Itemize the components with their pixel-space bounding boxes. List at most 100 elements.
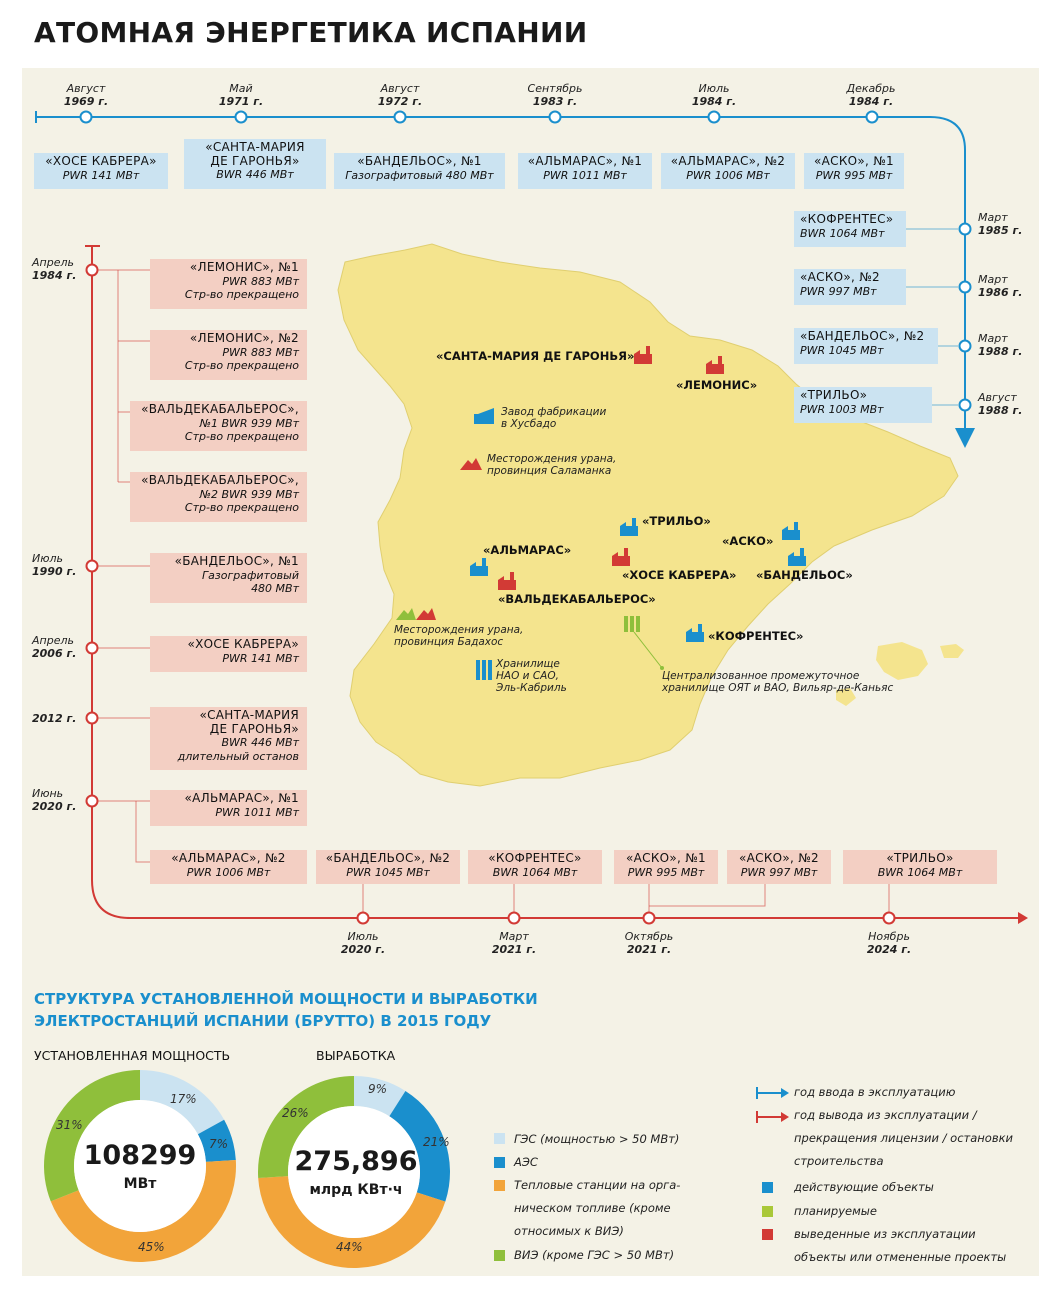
legend-swatch-nuclear [494, 1157, 505, 1168]
pie-label: 44% [336, 1240, 363, 1254]
timeline-dot [507, 911, 521, 925]
plant-icon-trillo [620, 518, 638, 536]
date-label-1988-aug: Август 1988 г. [978, 391, 1023, 417]
timeline-dot [85, 641, 99, 655]
timeline-dot [356, 911, 370, 925]
plant-box-trillo-end: «ТРИЛЬО» BWR 1064 MВт [843, 850, 997, 884]
timeline-dot [393, 110, 407, 124]
date-label-2012: 2012 г. [32, 712, 77, 725]
map-label-storage-cabril: Хранилище НАО и САО, Эль-Кабриль [496, 658, 567, 694]
timeline-dot [958, 398, 972, 412]
pie-label: 26% [282, 1106, 309, 1120]
pie-slice [389, 1090, 450, 1202]
plant-icon-valde [498, 572, 516, 590]
plant-box-asco1-start: «АСКО», №1 PWR 995 MВт [804, 153, 904, 189]
legend-label-nuclear: АЭС [514, 1155, 538, 1169]
date-label-1984-apr: Апрель 1984 г. [32, 256, 77, 282]
map-label-bandellos: «БАНДЕЛЬОС» [756, 568, 853, 582]
factory-icon [474, 408, 494, 424]
timeline-dot [707, 110, 721, 124]
plant-box-almaraz2-end: «АЛЬМАРАС», №2 PWR 1006 MВт [150, 850, 307, 884]
plant-box-almaraz2-start: «АЛЬМАРАС», №2 PWR 1006 MВт [661, 153, 795, 189]
pie-slice [50, 1159, 237, 1262]
date-label-1985: Март 1985 г. [978, 211, 1023, 237]
date-label-1988-mar: Март 1988 г. [978, 332, 1023, 358]
map-label-asco: «АСКО» [722, 534, 774, 548]
map-label-garona: «САНТА-МАРИЯ ДЕ ГАРОНЬЯ» [436, 349, 635, 363]
date-label-1984-dec: Декабрь 1984 г. [846, 82, 896, 108]
map-label-valde: «ВАЛЬДЕКАБАЛЬЕРОС» [498, 592, 656, 606]
donut-hole [288, 1106, 420, 1238]
timeline-dot [865, 110, 879, 124]
uranium-mine-icon-badajoz [396, 608, 436, 620]
date-label-1972: Август 1972 г. [377, 82, 423, 108]
timeline-dot [85, 711, 99, 725]
map-label-trillo: «ТРИЛЬО» [642, 514, 711, 528]
date-label-2020-jul: Июль 2020 г. [340, 930, 386, 956]
plant-icon-cabrera [612, 548, 630, 566]
legend-swatch-operating [762, 1182, 773, 1193]
timeline-dot [85, 794, 99, 808]
capacity-center-value: 108299 [83, 1140, 197, 1171]
commissioning-timeline-top [35, 110, 975, 448]
generation-center-unit: млрд КВт·ч [309, 1182, 403, 1198]
right-connectors [905, 228, 958, 406]
plant-box-trillo-start: «ТРИЛЬО» PWR 1003 MВт [794, 387, 932, 423]
plant-box-asco2-end: «АСКО», №2 PWR 997 MВт [727, 850, 831, 884]
timeline-dot [958, 222, 972, 236]
plant-box-valde1: «ВАЛЬДЕКАБАЛЬЕРОС», №1 BWR 939 MВт Стр-во … [130, 401, 307, 451]
plant-icon-lemonis [706, 356, 724, 374]
legend-label-thermal: Тепловые станции на орга-ническом топлив… [514, 1178, 681, 1238]
map-label-uranium-badajoz: Месторождения урана, провинция Бадахос [394, 624, 524, 648]
date-label-1971: Май 1971 г. [218, 82, 264, 108]
legend-commissioning: год ввода в эксплуатацию [794, 1085, 956, 1099]
chart-title-generation: ВЫРАБОТКА [316, 1048, 396, 1063]
plant-icon-asco [782, 522, 800, 540]
plant-box-cofrentes-start: «КОФРЕНТЕС» BWR 1064 MВт [794, 211, 906, 247]
legend-swatch-hydro [494, 1133, 505, 1144]
uranium-mine-icon-salamanca [460, 458, 482, 470]
plant-box-asco1-end: «АСКО», №1 PWR 995 MВт [614, 850, 718, 884]
legend-swatch-planned [762, 1206, 773, 1217]
legend-decommissioning: год вывода из эксплуатации / прекращения … [794, 1108, 1014, 1168]
capacity-center-unit: МВт [123, 1176, 157, 1192]
spain-map [337, 243, 959, 787]
legend-operating: действующие объекты [794, 1180, 934, 1194]
date-label-1969: Август 1969 г. [63, 82, 109, 108]
pie-slice [258, 1076, 354, 1179]
page-title: АТОМНАЯ ЭНЕРГЕТИКА ИСПАНИИ [34, 16, 588, 49]
plant-box-cofrentes-end: «КОФРЕНТЕС» BWR 1064 MВт [468, 850, 602, 884]
plant-box-valde2: «ВАЛЬДЕКАБАЛЬЕРОС», №2 BWR 939 MВт Стр-во … [130, 472, 307, 522]
legend-swatch-renewable [494, 1250, 505, 1261]
balearic-mallorca [876, 642, 928, 680]
pie-label: 31% [56, 1118, 83, 1132]
pie-slice [140, 1070, 225, 1135]
plant-box-lemonis1: «ЛЕМОНИС», №1 PWR 883 MВт Стр-во прекращен… [150, 259, 307, 309]
date-label-1990: Июль 1990 г. [32, 552, 77, 578]
generation-center-value: 275,896 [294, 1146, 418, 1177]
plant-icon-bandellos [788, 548, 806, 566]
plant-box-garona-start: «САНТА-МАРИЯ ДЕ ГАРОНЬЯ» BWR 446 MВт [184, 139, 326, 189]
plant-box-bandellos1-end: «БАНДЕЛЬОС», №1 Газографитовый 480 MВт [150, 553, 307, 603]
date-label-2021-mar: Март 2021 г. [491, 930, 537, 956]
legend-label-hydro: ГЭС (мощностью > 50 МВт) [514, 1132, 680, 1146]
pie-slice [354, 1076, 406, 1117]
balearic-ibiza [836, 688, 856, 706]
date-label-2021-oct: Октябрь 2021 г. [624, 930, 674, 956]
plant-icon-cofrentes [686, 624, 704, 642]
plant-box-cabrera-start: «ХОСЕ КАБРЕРА» PWR 141 MВт [34, 153, 168, 189]
plant-box-bandellos2-start: «БАНДЕЛЬОС», №2 PWR 1045 MВт [794, 328, 938, 364]
pie-label: 9% [368, 1082, 388, 1096]
plant-box-cabrera-end: «ХОСЕ КАБРЕРА» PWR 141 MВт [150, 636, 307, 672]
timeline-dot [85, 559, 99, 573]
date-label-1984-jul: Июль 1984 г. [691, 82, 737, 108]
plant-box-lemonis2: «ЛЕМОНИС», №2 PWR 883 MВт Стр-во прекращен… [150, 330, 307, 380]
timeline-dot [882, 911, 896, 925]
date-label-1983: Сентябрь 1983 г. [527, 82, 583, 108]
legend-planned: планируемые [794, 1204, 877, 1218]
pie-label: 21% [423, 1135, 450, 1149]
plant-box-asco2-start: «АСКО», №2 PWR 997 MВт [794, 269, 906, 305]
plant-box-garona-end: «САНТА-МАРИЯ ДЕ ГАРОНЬЯ» BWR 446 MВт длител… [150, 707, 307, 770]
pie-label: 7% [209, 1137, 229, 1151]
